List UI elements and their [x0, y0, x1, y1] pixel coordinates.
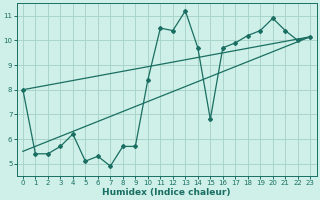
- X-axis label: Humidex (Indice chaleur): Humidex (Indice chaleur): [102, 188, 231, 197]
